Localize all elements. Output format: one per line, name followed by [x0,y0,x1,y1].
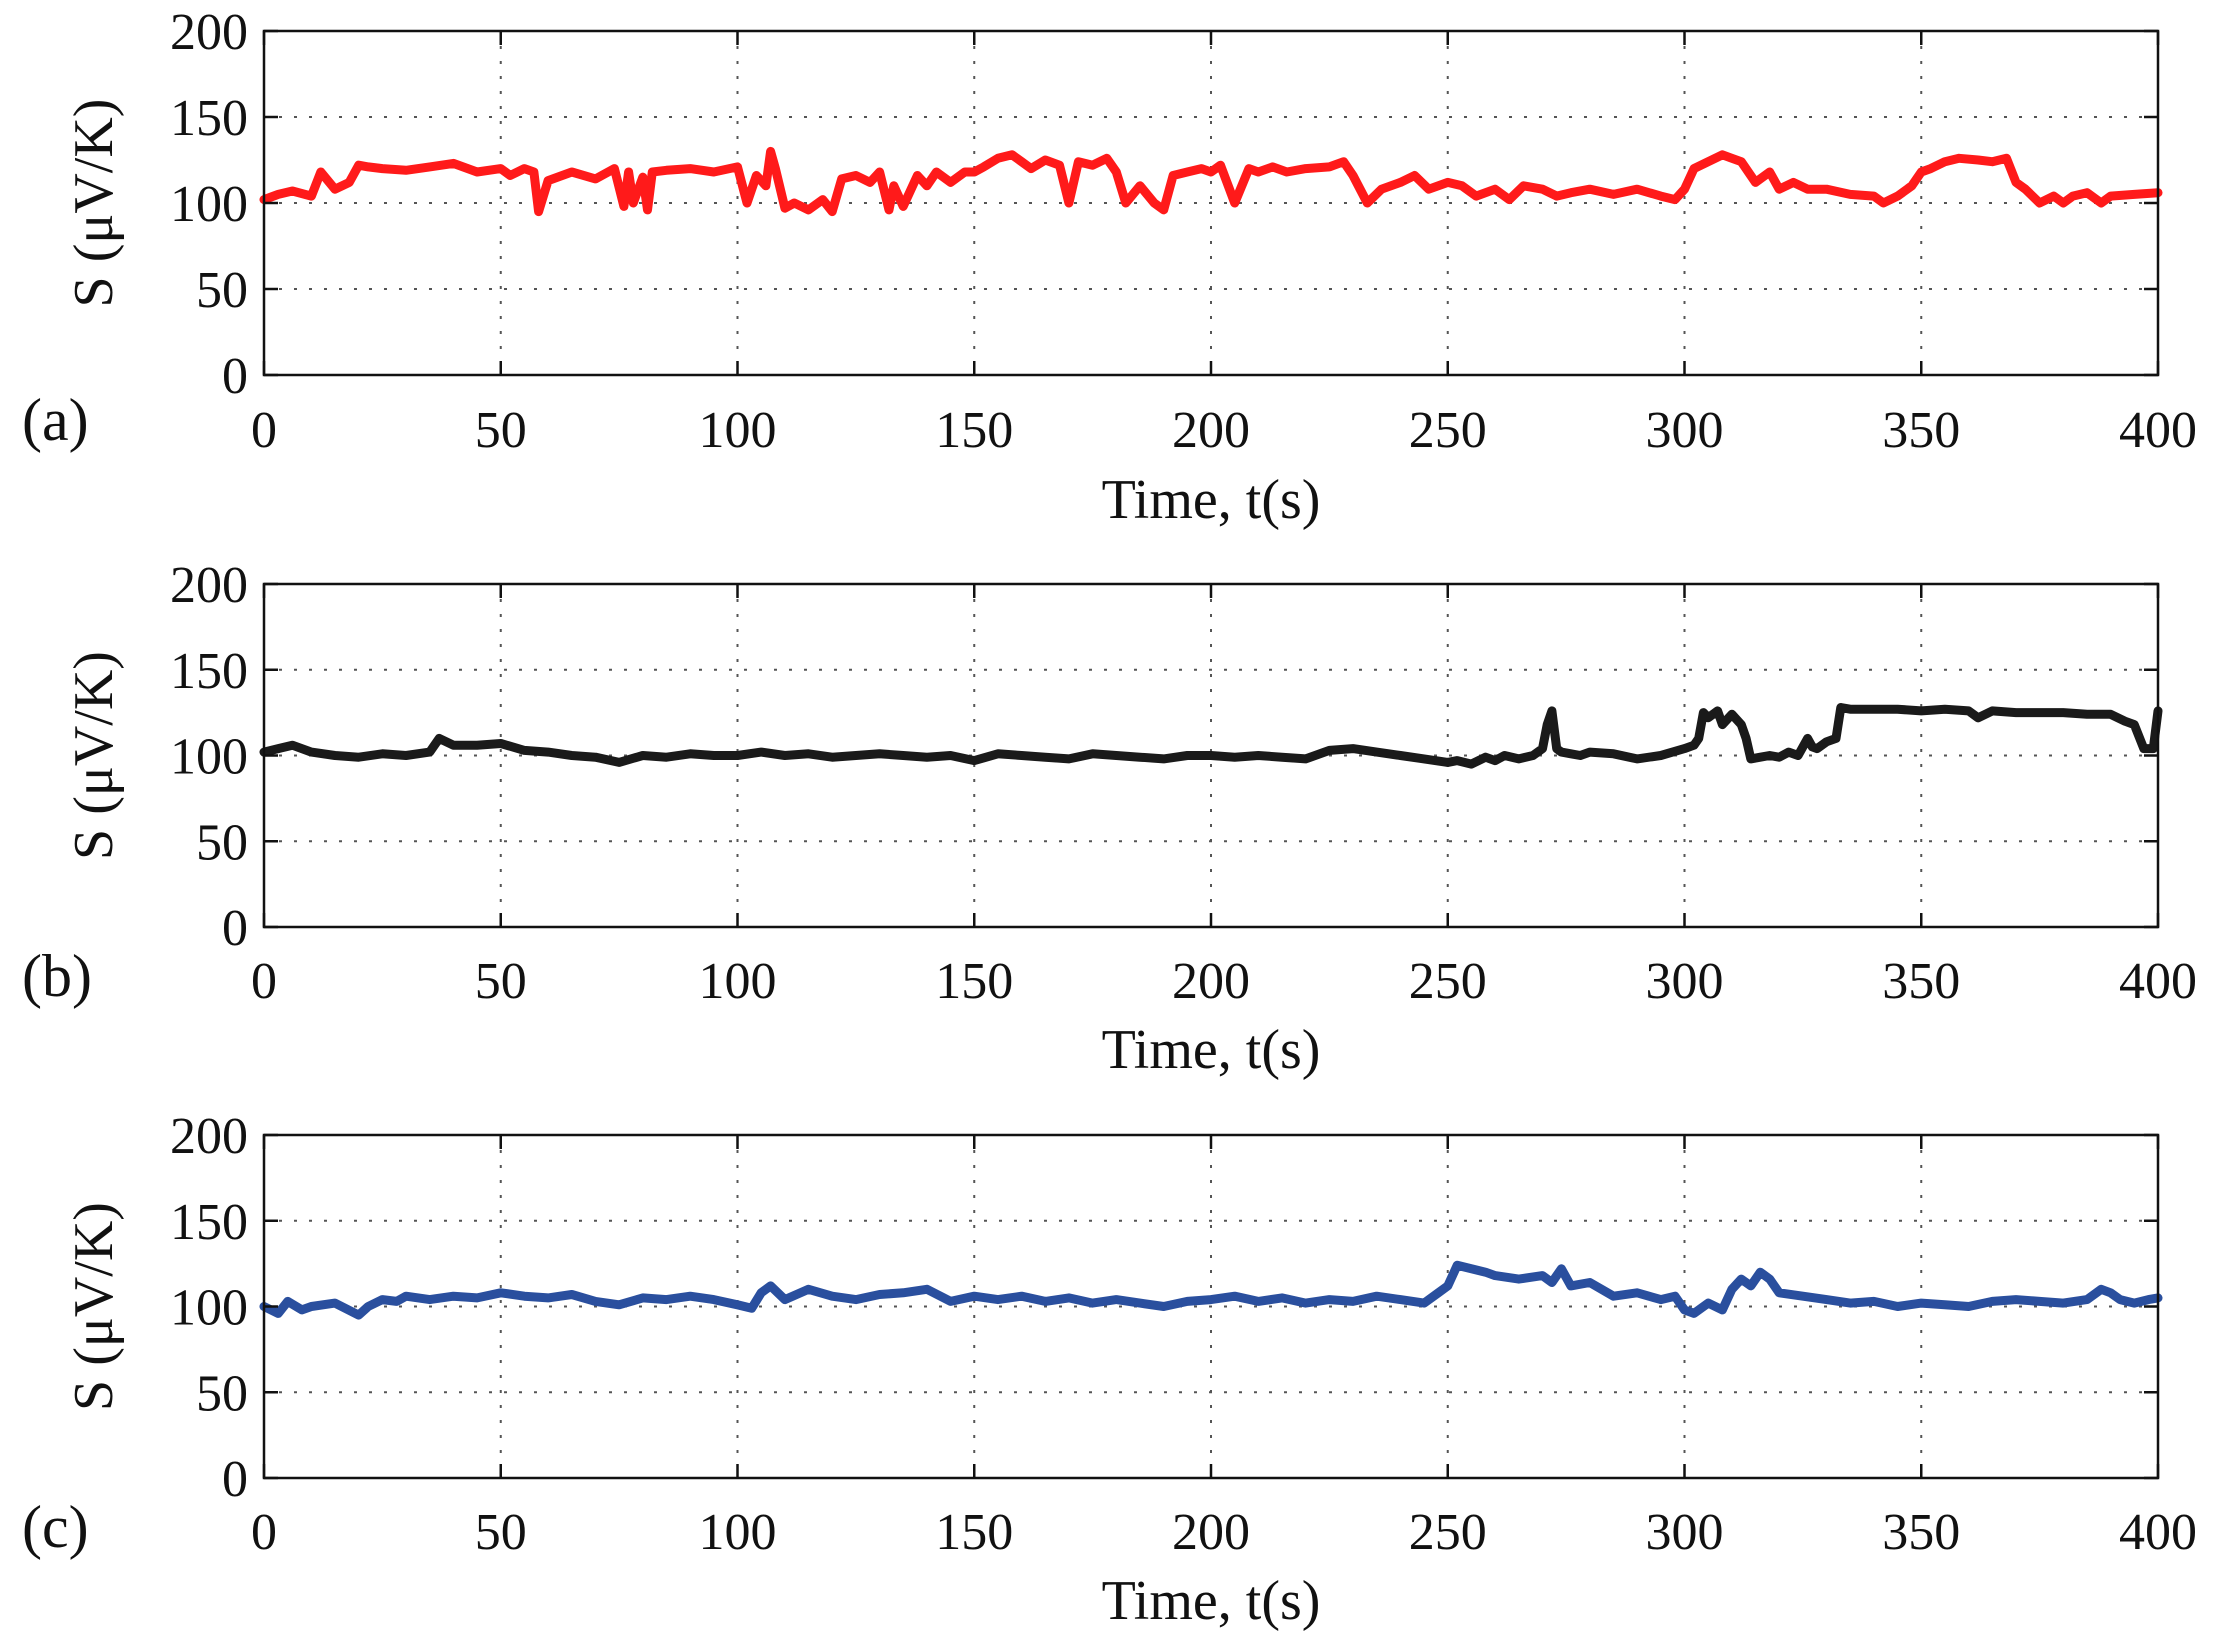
x-tick-label: 100 [699,402,777,459]
y-tick-label: 50 [196,262,248,319]
x-tick-label: 200 [1172,1504,1250,1561]
x-tick-label: 100 [699,953,777,1010]
panel-a: 0 50 100 150 200 250 300 350 400 0 50 100 150 200 Time… [22,4,2197,531]
x-tick-label: 50 [475,402,527,459]
y-tick-label: 200 [170,1108,248,1165]
x-tick-label: 0 [251,1504,277,1561]
y-tick-label: 200 [170,557,248,614]
x-tick-label: 50 [475,953,527,1010]
y-tick-label: 50 [196,1365,248,1422]
y-tick-label: 150 [170,90,248,147]
x-tick-label: 250 [1409,953,1487,1010]
x-tick-label: 100 [699,1504,777,1561]
x-tick-label: 250 [1409,402,1487,459]
x-tick-label: 300 [1646,953,1724,1010]
y-tick-label: 150 [170,1194,248,1251]
series-line-c [259,1260,2163,1320]
y-axis-label: S (μV/K) [63,651,125,860]
panel-c: 0 50 100 150 200 250 300 350 400 0 50 100 150 200 Time… [22,1108,2197,1632]
x-axis-label: Time, t(s) [1102,1570,1321,1632]
y-tick-label: 100 [170,176,248,233]
x-tick-label: 150 [935,1504,1013,1561]
series-line-a [259,146,2163,217]
x-tick-label: 0 [251,402,277,459]
x-tick-label: 200 [1172,402,1250,459]
x-tick-label: 150 [935,953,1013,1010]
series-line-b [259,703,2163,769]
y-tick-label: 100 [170,1280,248,1337]
x-tick-label: 400 [2119,402,2197,459]
x-tick-label: 300 [1646,402,1724,459]
y-tick-label: 0 [222,348,248,405]
panel-label: (c) [22,1494,89,1560]
x-axis-label: Time, t(s) [1102,469,1321,531]
x-tick-label: 200 [1172,953,1250,1010]
x-tick-label: 400 [2119,1504,2197,1561]
y-tick-label: 0 [222,1451,248,1508]
y-tick-label: 200 [170,4,248,61]
x-tick-label: 350 [1882,953,1960,1010]
y-tick-label: 0 [222,900,248,957]
x-tick-label: 50 [475,1504,527,1561]
x-tick-label: 300 [1646,1504,1724,1561]
x-axis-label: Time, t(s) [1102,1019,1321,1081]
x-tick-label: 350 [1882,402,1960,459]
y-axis-label: S (μV/K) [63,1202,125,1411]
x-tick-label: 150 [935,402,1013,459]
x-tick-label: 250 [1409,1504,1487,1561]
panel-label: (a) [22,387,89,453]
x-tick-label: 350 [1882,1504,1960,1561]
x-tick-label: 0 [251,953,277,1010]
y-axis-label: S (μV/K) [63,99,125,308]
y-tick-label: 50 [196,814,248,871]
y-tick-label: 100 [170,729,248,786]
panel-label: (b) [22,943,92,1009]
y-tick-label: 150 [170,643,248,700]
x-tick-label: 400 [2119,953,2197,1010]
panel-b: 0 50 100 150 200 250 300 350 400 0 50 100 150 200 Time… [22,557,2197,1081]
